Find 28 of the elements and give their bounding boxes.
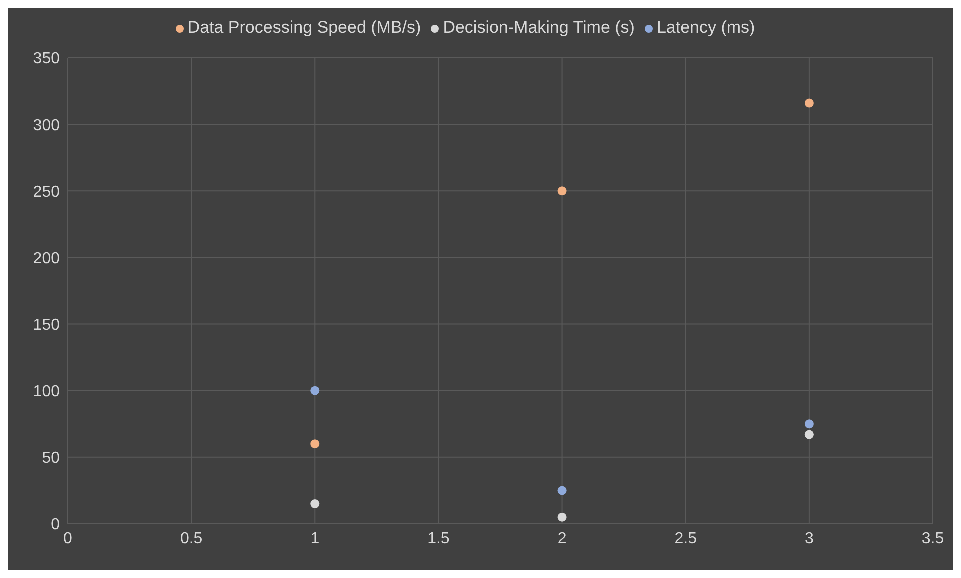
point	[804, 430, 814, 440]
x-tick-label: 3.5	[922, 530, 944, 548]
x-tick-label: 3	[804, 530, 814, 548]
point	[558, 186, 567, 196]
x-tick-label: 0.5	[180, 530, 203, 548]
point	[558, 512, 567, 522]
point	[310, 500, 320, 509]
x-tick-label: 2	[558, 530, 567, 548]
y-tick-label: 200	[33, 250, 60, 268]
x-tick-label: 2.5	[674, 530, 698, 548]
y-tick-label: 100	[33, 384, 60, 401]
y-tick-label: 250	[33, 184, 60, 201]
point	[558, 486, 567, 496]
point	[310, 386, 320, 396]
point	[804, 420, 814, 429]
legend-label: Latency (ms)	[656, 18, 756, 37]
y-tick-label: 50	[42, 450, 60, 468]
point	[310, 440, 320, 449]
y-tick-label: 300	[33, 117, 60, 134]
x-tick-label: 1.5	[428, 530, 450, 548]
x-tick-label: 0	[64, 530, 73, 548]
x-tick-label: 1	[310, 530, 320, 548]
y-tick-label: 350	[33, 50, 60, 68]
legend-label: Data Processing Speed (MB/s)	[188, 18, 422, 37]
y-tick-label: 150	[33, 316, 60, 334]
legend-label: Decision-Making Time (s)	[443, 18, 635, 37]
y-tick-label: 0	[51, 516, 60, 534]
point	[804, 98, 814, 108]
